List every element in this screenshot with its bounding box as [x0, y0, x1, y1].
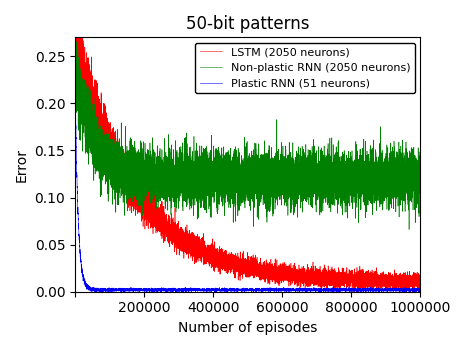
- Line: LSTM (2050 neurons): LSTM (2050 neurons): [75, 11, 420, 292]
- Plastic RNN (51 neurons): [140, 288, 145, 292]
- LSTM (2050 neurons): [335, 289, 341, 294]
- LSTM (2050 neurons): [241, 261, 247, 265]
- LSTM (2050 neurons): [418, 277, 423, 281]
- Plastic RNN (51 neurons): [72, 69, 78, 73]
- LSTM (2050 neurons): [74, 61, 79, 65]
- LSTM (2050 neurons): [72, 34, 78, 38]
- Non-plastic RNN (2050 neurons): [74, 69, 79, 73]
- Plastic RNN (51 neurons): [74, 159, 79, 163]
- Line: Plastic RNN (51 neurons): Plastic RNN (51 neurons): [75, 71, 420, 292]
- Non-plastic RNN (2050 neurons): [73, 39, 78, 43]
- X-axis label: Number of episodes: Number of episodes: [178, 321, 317, 335]
- Plastic RNN (51 neurons): [97, 289, 103, 294]
- Non-plastic RNN (2050 neurons): [418, 198, 423, 202]
- Non-plastic RNN (2050 neurons): [241, 183, 247, 188]
- Plastic RNN (51 neurons): [241, 288, 247, 293]
- Title: 50-bit patterns: 50-bit patterns: [186, 15, 309, 33]
- Non-plastic RNN (2050 neurons): [93, 134, 98, 139]
- Line: Non-plastic RNN (2050 neurons): Non-plastic RNN (2050 neurons): [75, 41, 420, 230]
- Non-plastic RNN (2050 neurons): [399, 190, 405, 194]
- LSTM (2050 neurons): [93, 104, 98, 108]
- Plastic RNN (51 neurons): [418, 288, 423, 292]
- Non-plastic RNN (2050 neurons): [406, 228, 412, 232]
- Plastic RNN (51 neurons): [399, 288, 405, 292]
- LSTM (2050 neurons): [140, 197, 145, 201]
- LSTM (2050 neurons): [399, 273, 405, 277]
- Plastic RNN (51 neurons): [87, 287, 92, 292]
- Legend: LSTM (2050 neurons), Non-plastic RNN (2050 neurons), Plastic RNN (51 neurons): LSTM (2050 neurons), Non-plastic RNN (20…: [195, 43, 415, 93]
- LSTM (2050 neurons): [87, 102, 92, 106]
- Non-plastic RNN (2050 neurons): [87, 128, 92, 133]
- LSTM (2050 neurons): [79, 9, 85, 13]
- Y-axis label: Error: Error: [15, 148, 29, 182]
- Non-plastic RNN (2050 neurons): [140, 173, 145, 177]
- Non-plastic RNN (2050 neurons): [72, 81, 78, 85]
- Plastic RNN (51 neurons): [93, 288, 98, 292]
